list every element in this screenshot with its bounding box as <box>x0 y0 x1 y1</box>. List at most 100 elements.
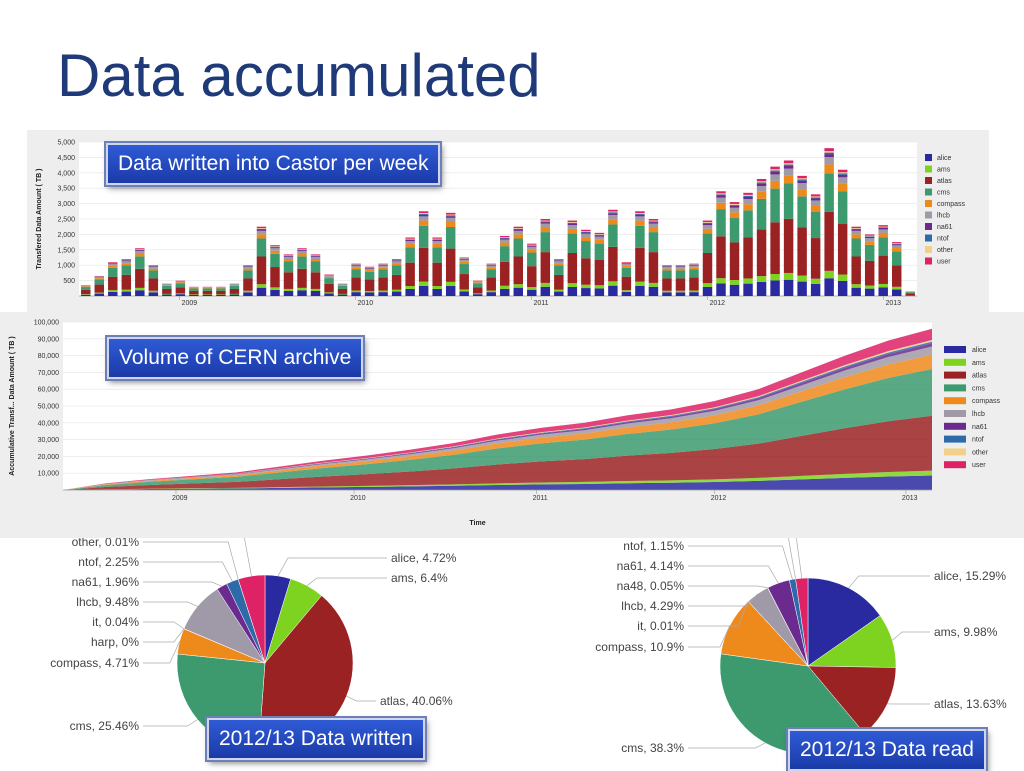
bar-segment-ntof <box>811 197 820 198</box>
bar-segment-na61 <box>649 222 658 224</box>
bar-segment-ams <box>689 291 698 293</box>
bar-segment-compass <box>446 222 455 227</box>
bar-segment-user <box>662 265 671 266</box>
bar-segment-ams <box>581 285 590 288</box>
bar-segment-atlas <box>216 291 225 295</box>
bar-segment-cms <box>676 270 685 278</box>
bar-segment-alice <box>541 287 550 296</box>
bar-segment-ams <box>284 289 293 291</box>
bar-segment-ams <box>811 279 820 284</box>
bar-segment-lhcb <box>446 218 455 222</box>
bar-segment-lhcb <box>541 224 550 228</box>
bar-segment-alice <box>270 290 279 296</box>
bar-segment-lhcb <box>703 225 712 229</box>
y-tick-label: 50,000 <box>38 404 60 411</box>
bar-segment-cms <box>554 265 563 275</box>
bar-segment-ams <box>743 278 752 283</box>
bar-segment-cms <box>635 226 644 248</box>
bar-segment-other <box>865 236 874 237</box>
callout-weekly: Data written into Castor per week <box>106 143 440 185</box>
bar-segment-lhcb <box>378 266 387 268</box>
bar-segment-atlas <box>230 289 239 294</box>
bar-segment-compass <box>851 234 860 238</box>
bar-segment-cms <box>703 233 712 253</box>
bar-segment-user <box>851 227 860 228</box>
bar-segment-user <box>797 176 806 178</box>
bar-segment-compass <box>784 175 793 183</box>
bar-segment-compass <box>284 259 293 261</box>
legend-label-atlas: atlas <box>972 373 987 380</box>
bar-segment-compass <box>703 229 712 234</box>
legend-label-alice: alice <box>972 347 987 354</box>
bar-segment-other <box>649 221 658 222</box>
y-tick-label: 20,000 <box>38 454 60 461</box>
bar-segment-lhcb <box>122 261 131 263</box>
bar-segment-atlas <box>514 256 523 284</box>
bar-segment-cms <box>297 256 306 268</box>
bar-segment-other <box>716 193 725 194</box>
bar-segment-other <box>595 234 604 235</box>
bar-segment-cms <box>568 233 577 253</box>
bar-segment-alice <box>554 292 563 296</box>
bar-segment-other <box>703 222 712 223</box>
bar-segment-other <box>878 227 887 228</box>
bar-segment-na61 <box>432 240 441 241</box>
bar-segment-cms <box>487 269 496 277</box>
bar-segment-na61 <box>676 266 685 267</box>
y-tick-label: 3,000 <box>57 201 75 208</box>
bar-segment-atlas <box>446 249 455 282</box>
bar-segment-atlas <box>662 278 671 290</box>
bar-segment-atlas <box>568 253 577 283</box>
legend-swatch-alice <box>925 154 932 161</box>
bar-segment-compass <box>514 234 523 238</box>
bar-segment-compass <box>257 234 266 238</box>
bar-segment-na61 <box>608 213 617 215</box>
pie-written-label-cms: cms, 25.46% <box>70 719 140 733</box>
bar-segment-atlas <box>784 219 793 273</box>
bar-segment-other <box>514 228 523 229</box>
bar-segment-other <box>730 204 739 205</box>
bar-segment-compass <box>635 221 644 226</box>
bar-segment-user <box>378 264 387 265</box>
bar-segment-compass <box>338 285 347 286</box>
legend-swatch-user <box>944 461 966 468</box>
bar-segment-other <box>568 222 577 223</box>
x-axis-title: Time <box>469 520 485 527</box>
callout-pie-read: 2012/13 Data read <box>788 729 986 771</box>
bar-segment-alice <box>784 280 793 296</box>
bar-segment-lhcb <box>338 284 347 285</box>
bar-segment-cms <box>108 268 117 277</box>
bar-segment-ams <box>851 284 860 287</box>
y-tick-label: 10,000 <box>38 471 60 478</box>
bar-segment-atlas <box>541 252 550 283</box>
legend-label-cms: cms <box>972 385 985 392</box>
bar-segment-alice <box>824 278 833 296</box>
bar-segment-ntof <box>541 221 550 222</box>
bar-segment-user <box>459 258 468 259</box>
bar-segment-alice <box>608 286 617 296</box>
bar-segment-ams <box>716 278 725 283</box>
bar-segment-lhcb <box>95 277 104 278</box>
bar-segment-cms <box>757 199 766 229</box>
bar-segment-cms <box>500 246 509 262</box>
bar-segment-atlas <box>284 272 293 289</box>
bar-segment-compass <box>122 263 131 265</box>
bar-segment-atlas <box>851 256 860 284</box>
bar-segment-other <box>257 228 266 229</box>
bar-segment-cms <box>324 278 333 284</box>
bar-segment-cms <box>906 292 915 293</box>
bar-segment-cms <box>216 288 225 290</box>
bar-segment-other <box>419 213 428 214</box>
bar-segment-cms <box>878 237 887 255</box>
bar-segment-atlas <box>459 274 468 289</box>
bar-segment-cms <box>730 218 739 242</box>
legend-swatch-compass <box>944 397 966 404</box>
legend-swatch-other <box>925 246 932 253</box>
legend-swatch-na61 <box>944 423 966 430</box>
bar-segment-na61 <box>487 265 496 266</box>
bar-segment-cms <box>284 261 293 272</box>
bar-segment-ams <box>108 290 117 292</box>
bar-segment-user <box>824 148 833 151</box>
bar-segment-compass <box>892 248 901 251</box>
bar-segment-ams <box>797 276 806 282</box>
